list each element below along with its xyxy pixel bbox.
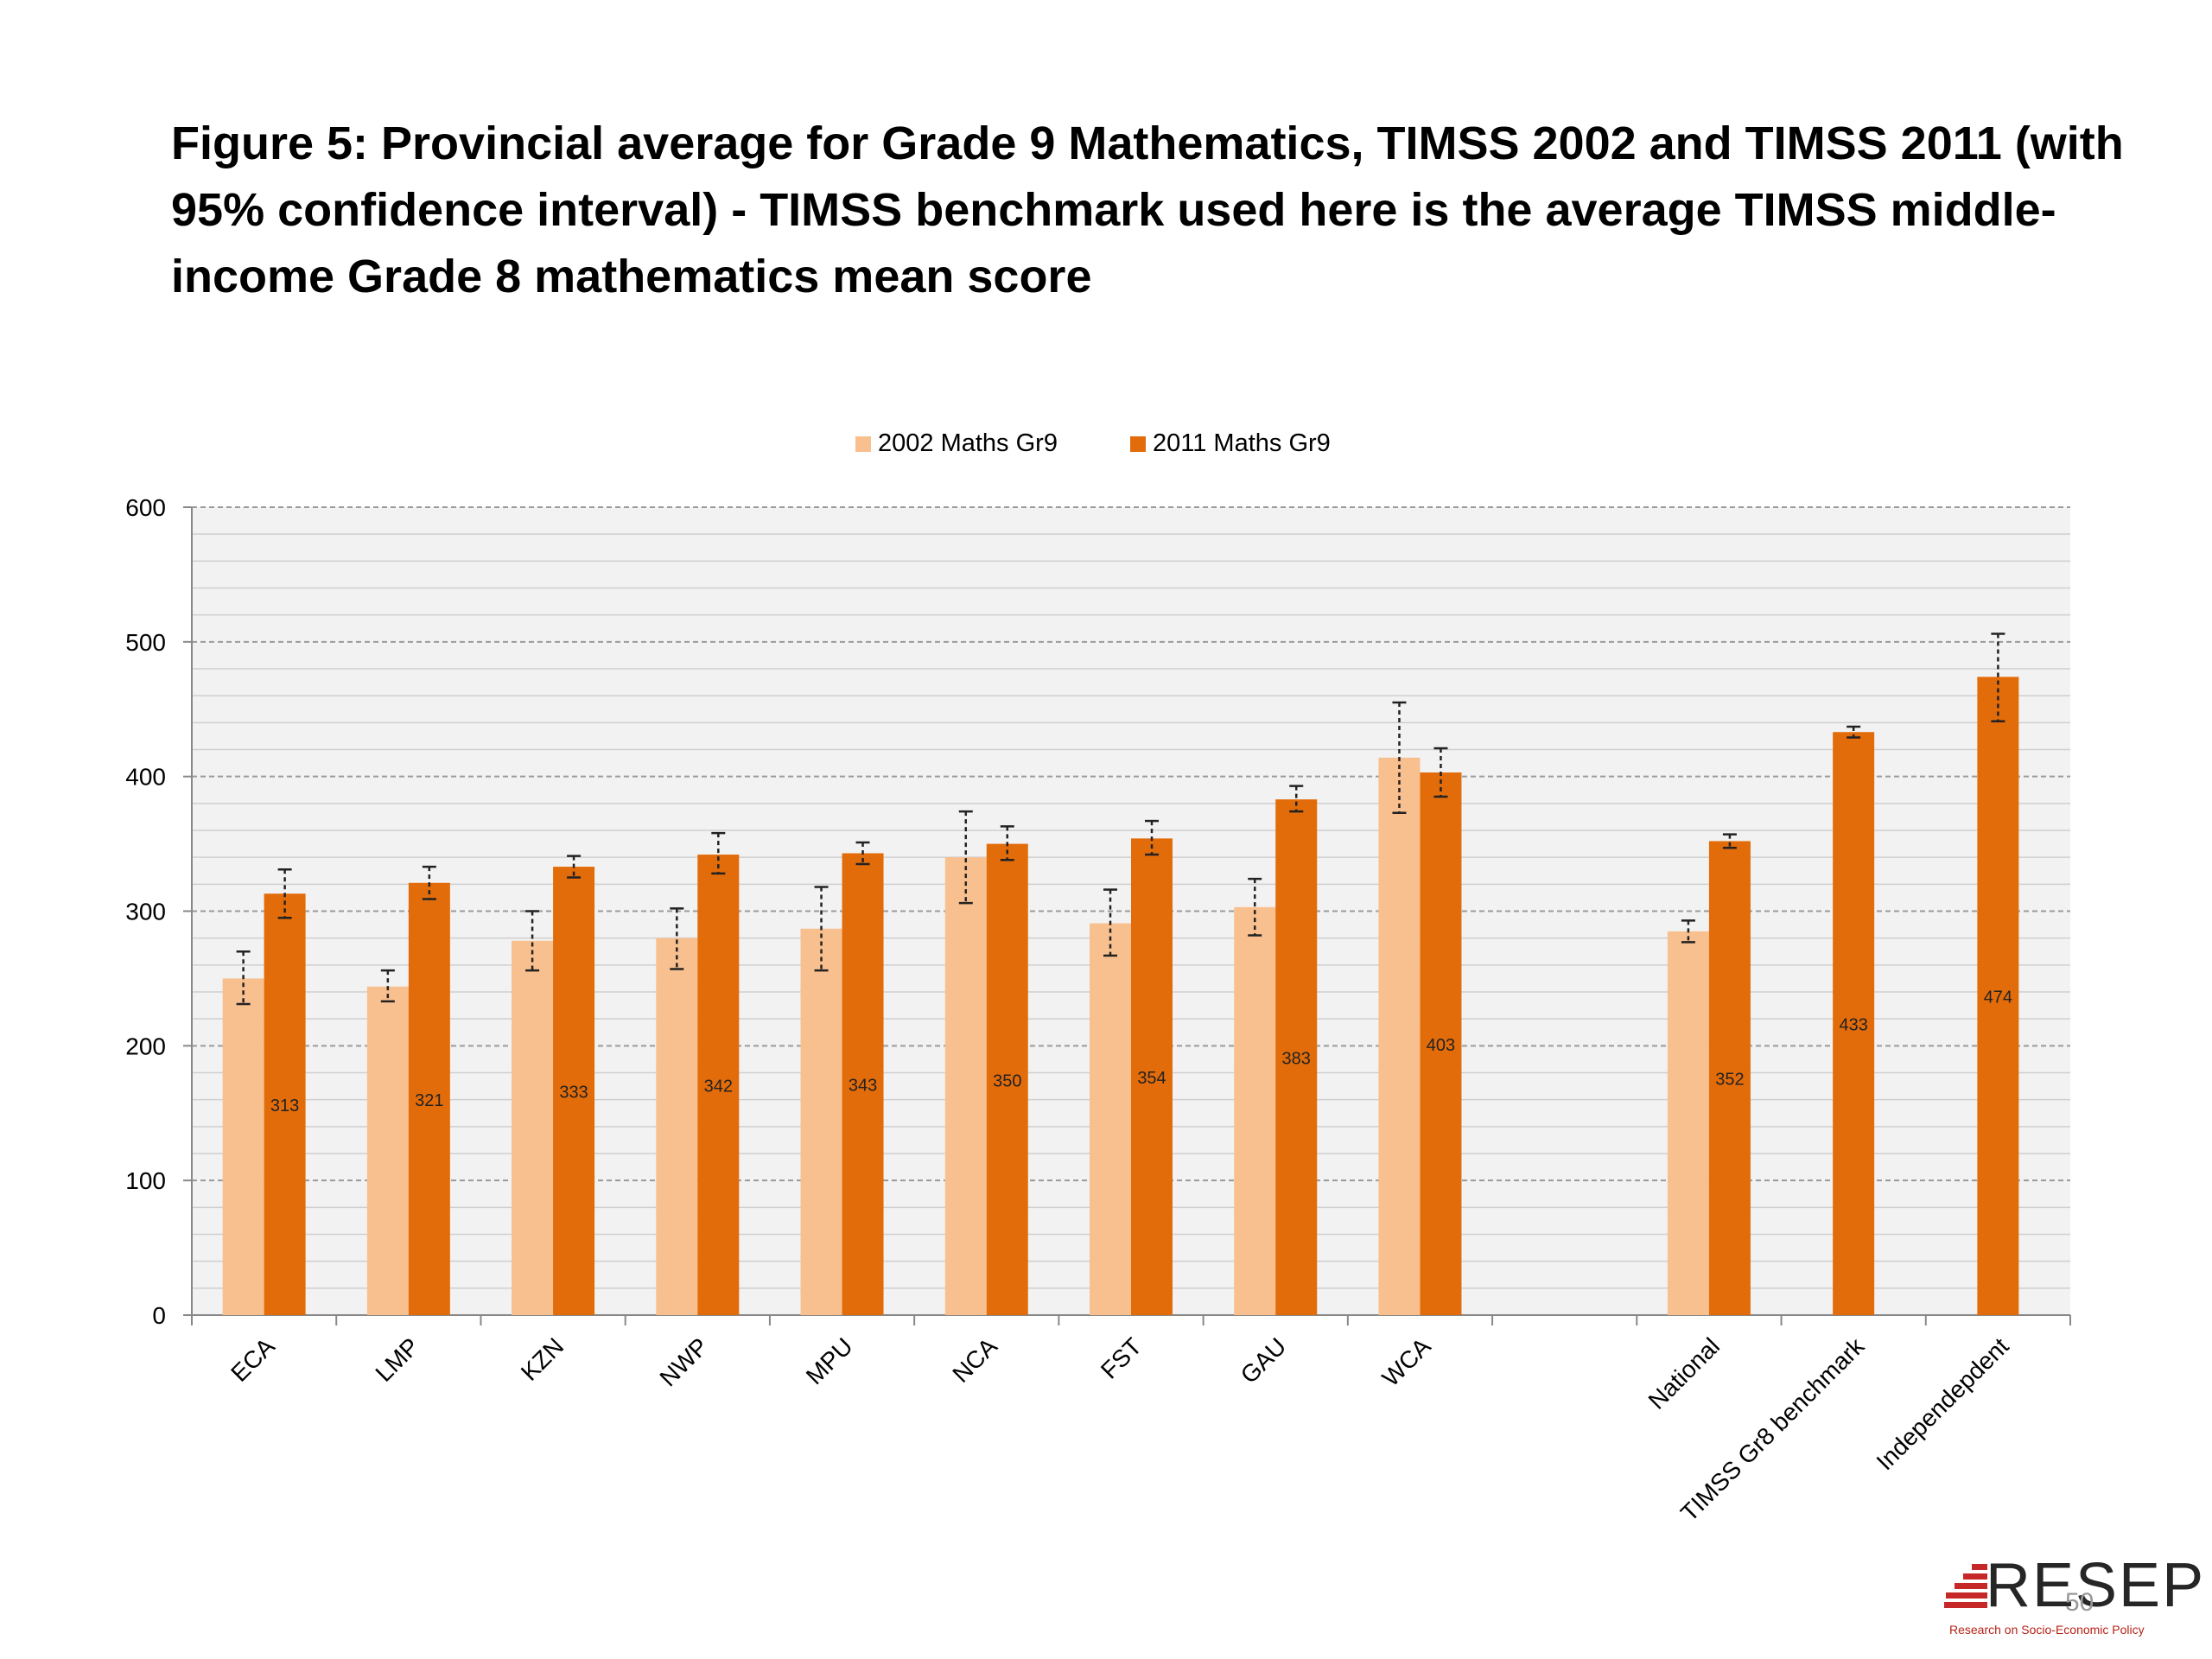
bar-2002 xyxy=(222,978,264,1315)
y-tick-label: 400 xyxy=(125,764,166,791)
data-label: 433 xyxy=(1839,1016,1867,1035)
chart-title: Figure 5: Provincial average for Grade 9… xyxy=(171,118,2124,302)
legend-swatch xyxy=(855,436,871,452)
bar-2011 xyxy=(1420,772,1462,1315)
x-tick-label: KZN xyxy=(516,1332,569,1386)
y-tick-label: 100 xyxy=(125,1167,166,1194)
bar-2002 xyxy=(1234,906,1276,1315)
bar-2002 xyxy=(800,928,842,1315)
page-number: 50 xyxy=(2065,1588,2094,1617)
x-tick-label: Independepdent xyxy=(1872,1332,2014,1475)
logo-name: RESEP xyxy=(1986,1551,2206,1620)
bar-2011 xyxy=(842,853,884,1315)
bar-2011 xyxy=(1708,841,1751,1315)
bar-2011 xyxy=(408,882,450,1315)
data-label: 403 xyxy=(1427,1036,1455,1055)
bar-2011 xyxy=(553,867,595,1315)
y-tick-label: 200 xyxy=(125,1033,166,1059)
logo-tagline: Research on Socio-Economic Policy xyxy=(1949,1623,2145,1637)
legend-swatch xyxy=(1130,436,1146,452)
data-label: 321 xyxy=(415,1091,443,1110)
x-tick-label: ECA xyxy=(226,1332,280,1387)
y-tick-label: 600 xyxy=(125,494,166,521)
data-label: 352 xyxy=(1715,1071,1744,1090)
bar-2002 xyxy=(1378,757,1421,1315)
bar-2002 xyxy=(366,986,409,1315)
bar-2002 xyxy=(1090,923,1131,1315)
y-axis: 0 100 200 300 400 500 600 xyxy=(125,494,192,1329)
y-tick-label: 0 xyxy=(152,1302,166,1329)
legend-label: 2002 Maths Gr9 xyxy=(878,429,1058,457)
x-tick-label: FST xyxy=(1096,1332,1147,1383)
x-axis: ECA LMP KZN NWP MPU NCA FST GAU WCA NationalTIMSS… xyxy=(191,1315,2071,1527)
data-label: 342 xyxy=(704,1077,733,1096)
data-label: 333 xyxy=(559,1084,588,1103)
bar-2002 xyxy=(512,940,554,1315)
bar-2011 xyxy=(1275,799,1318,1315)
data-label: 474 xyxy=(1984,988,2012,1007)
logo-bars-icon xyxy=(1944,1564,1987,1616)
x-tick-label: NCA xyxy=(947,1332,1002,1388)
x-tick-label: National xyxy=(1643,1332,1726,1414)
x-tick-label: NWP xyxy=(654,1332,713,1391)
bar-2011 xyxy=(264,893,306,1315)
bar-2011 xyxy=(1977,677,2019,1315)
x-tick-label: GAU xyxy=(1236,1332,1292,1389)
bar-2002 xyxy=(944,857,987,1315)
resep-logo: RESEP Research on Socio-Economic Policy xyxy=(1944,1551,2203,1642)
x-tick-label: WCA xyxy=(1377,1332,1436,1391)
y-tick-label: 500 xyxy=(125,629,166,656)
x-tick-label: MPU xyxy=(801,1332,858,1389)
data-label: 350 xyxy=(993,1071,1021,1090)
bar-2011 xyxy=(1131,838,1173,1315)
data-label: 354 xyxy=(1137,1069,1166,1088)
bar-2011 xyxy=(986,843,1028,1315)
data-label: 343 xyxy=(849,1077,877,1096)
bar-2011 xyxy=(697,855,740,1315)
data-label: 383 xyxy=(1282,1050,1311,1069)
legend-label: 2011 Maths Gr9 xyxy=(1153,429,1331,457)
bar-2002 xyxy=(1667,931,1709,1315)
x-tick-label: LMP xyxy=(370,1332,424,1387)
legend: 2002 Maths Gr9 2011 Maths Gr9 xyxy=(855,429,1331,457)
y-tick-label: 300 xyxy=(125,899,166,925)
bar-2002 xyxy=(656,938,698,1315)
data-label: 313 xyxy=(270,1096,299,1116)
plot-area: 313 321 333 342 343 350 354 383 403 352 433 474 xyxy=(191,506,2070,1316)
bar-2011 xyxy=(1833,732,1875,1315)
